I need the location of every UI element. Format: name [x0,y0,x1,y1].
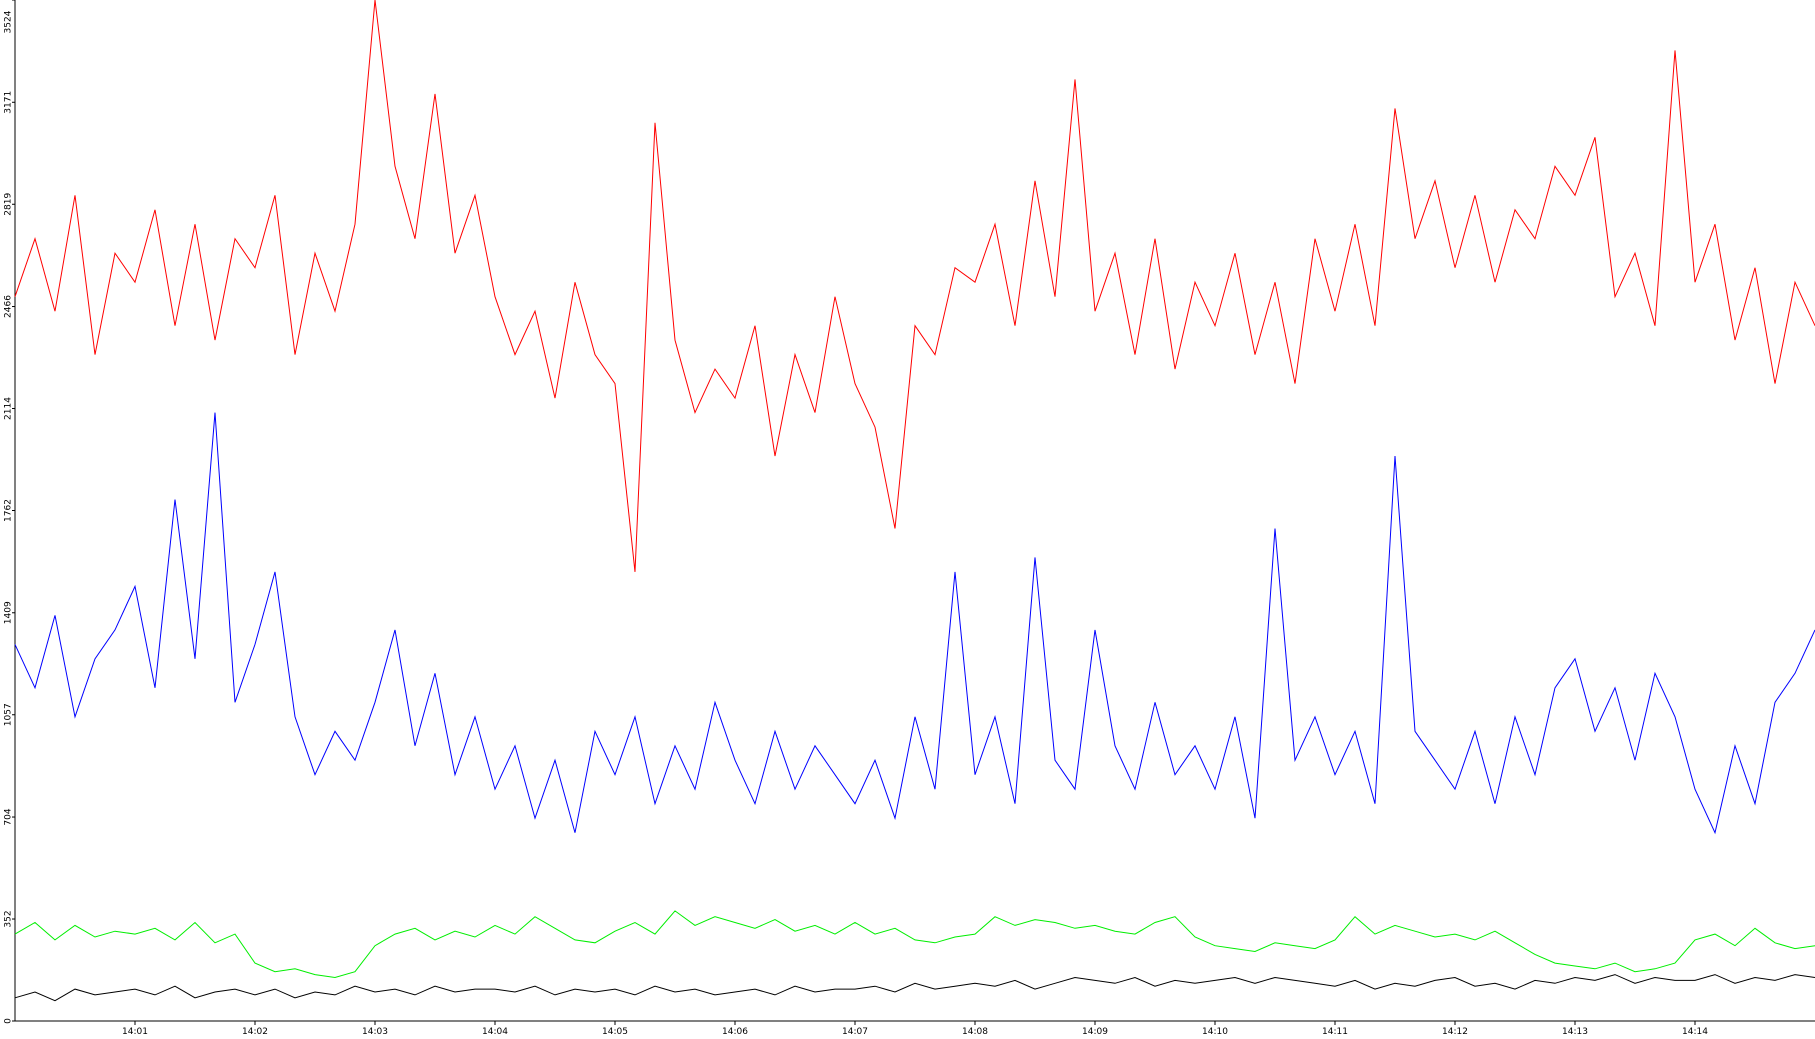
y-tick-label: 1409 [4,601,14,624]
x-tick-label: 14:03 [362,1027,388,1037]
x-tick-label: 14:07 [842,1027,868,1037]
x-tick-label: 14:09 [1082,1027,1108,1037]
y-tick-label: 2819 [4,193,14,216]
series-line [14,412,1815,835]
x-tick-label: 14:10 [1202,1027,1228,1037]
y-tick-label: 0 [4,1018,14,1024]
y-tick-label: 1762 [4,499,14,522]
x-tick-label: 14:06 [722,1027,748,1037]
y-tick-label: 352 [4,910,14,927]
series-line [14,910,1815,979]
x-tick-label: 14:04 [482,1027,508,1037]
y-tick-label: 3524 [4,10,14,33]
y-tick-label: 2114 [4,397,14,420]
x-tick-label: 14:13 [1562,1027,1588,1037]
x-tick-label: 14:08 [962,1027,988,1037]
y-tick-label: 3171 [4,91,14,114]
series-line [14,0,1815,572]
x-tick-label: 14:14 [1682,1027,1708,1037]
series-line [14,974,1815,1002]
y-tick-label: 704 [4,808,14,825]
y-tick-label: 2466 [4,295,14,318]
x-tick-label: 14:05 [602,1027,628,1037]
x-tick-label: 14:01 [122,1027,148,1037]
y-tick-label: 1057 [4,703,14,726]
x-tick-label: 14:02 [242,1027,268,1037]
x-tick-label: 14:12 [1442,1027,1468,1037]
x-tick-label: 14:11 [1322,1027,1348,1037]
